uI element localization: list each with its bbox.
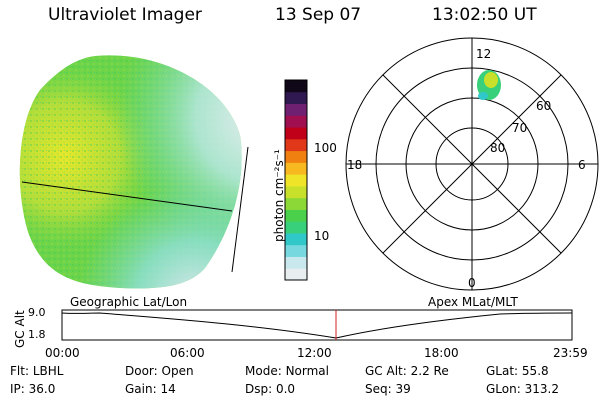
colorbar-tick-100: 100 — [314, 141, 337, 155]
colorbar-segment — [285, 80, 307, 93]
polar-mlt-12: 12 — [476, 47, 492, 61]
status-gc-alt: GC Alt: 2.2 Re — [365, 364, 449, 378]
timeline-plot — [61, 309, 573, 341]
altitude-curve — [61, 312, 573, 339]
colorbar-frame — [284, 79, 308, 281]
time-label: 13:02:50 UT — [432, 5, 537, 25]
status-ip: IP: 36.0 — [10, 382, 56, 396]
timeline-ylabel: GC Alt — [13, 310, 27, 348]
colorbar-unit-label: photon cm⁻²s⁻¹ — [272, 149, 286, 242]
status-glat: GLat: 55.8 — [486, 364, 549, 378]
timeline-xtick-2: 12:00 — [297, 346, 332, 360]
status-door: Door: Open — [125, 364, 194, 378]
timeline-ytick-top: 9.0 — [28, 306, 46, 319]
status-glon: GLon: 313.2 — [486, 382, 559, 396]
colorbar-segment — [285, 150, 307, 163]
colorbar — [284, 79, 308, 281]
timeline-xtick-3: 18:00 — [424, 346, 459, 360]
geo-longitude-line — [231, 146, 249, 273]
polar-auroral-patch — [477, 70, 501, 100]
status-filter: Flt: LBHL — [10, 364, 64, 378]
colorbar-segment — [285, 115, 307, 128]
colorbar-segment — [285, 127, 307, 140]
timeline-xtick-0: 00:00 — [45, 346, 80, 360]
colorbar-segment — [285, 232, 307, 246]
timeline-xtick-1: 06:00 — [170, 346, 205, 360]
colorbar-segment — [285, 103, 307, 116]
earth-disc-image — [19, 55, 249, 289]
polar-mlt-18: 18 — [347, 158, 363, 172]
status-mode: Mode: Normal — [245, 364, 329, 378]
timeline-frame — [61, 309, 573, 341]
polar-lat-80: 80 — [490, 141, 506, 155]
status-seq: Seq: 39 — [365, 382, 411, 396]
polar-lat-70: 70 — [512, 121, 528, 135]
polar-diag-2 — [382, 74, 562, 254]
colorbar-segment — [285, 91, 307, 105]
colorbar-segment — [285, 138, 307, 152]
status-gain: Gain: 14 — [125, 382, 176, 396]
polar-mlt-0: 0 — [468, 276, 476, 290]
colorbar-segment — [285, 268, 307, 281]
colorbar-tick-10: 10 — [314, 229, 330, 243]
app-title: Ultraviolet Imager — [48, 5, 202, 25]
colorbar-segment — [285, 256, 307, 269]
status-dsp: Dsp: 0.0 — [245, 382, 296, 396]
timeline-left-label: Geographic Lat/Lon — [70, 295, 188, 309]
date-label: 13 Sep 07 — [275, 5, 362, 25]
colorbar-segment — [285, 209, 307, 222]
geo-latitude-line — [21, 181, 233, 212]
polar-lat-60: 60 — [536, 99, 552, 113]
colorbar-segment — [285, 221, 307, 234]
colorbar-segment — [285, 174, 307, 187]
colorbar-segment — [285, 244, 307, 257]
polar-mlt-6: 6 — [578, 158, 586, 172]
colorbar-segment — [285, 197, 307, 210]
timeline-xtick-4: 23:59 — [553, 346, 588, 360]
timeline-ytick-bottom: 1.8 — [28, 328, 46, 341]
colorbar-segment — [285, 185, 307, 199]
polar-plot — [345, 37, 599, 291]
timeline-right-label: Apex MLat/MLT — [428, 295, 518, 309]
colorbar-segment — [285, 162, 307, 175]
